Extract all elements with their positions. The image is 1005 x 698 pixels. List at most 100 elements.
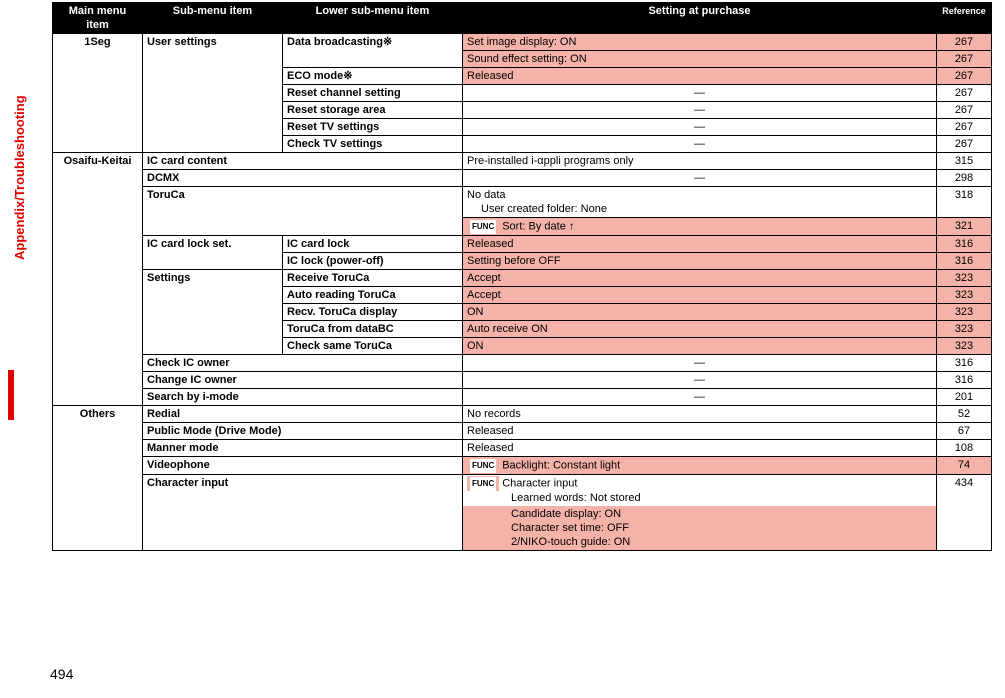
table-row: Settings Receive ToruCa Accept 323 [53, 270, 992, 287]
setting-text: User created folder: None [467, 202, 932, 216]
page-number: 494 [50, 666, 73, 682]
setting-cell: ― [463, 136, 937, 153]
col-main: Main menu item [53, 3, 143, 34]
setting-cell: Set image display: ON [463, 34, 937, 51]
setting-text: Character input [502, 477, 577, 489]
func-badge: FUNC [467, 476, 499, 491]
ref-cell: 316 [937, 355, 992, 372]
col-reference: Reference [937, 3, 992, 34]
ref-cell: 434 [937, 475, 992, 551]
setting-cell: Pre-installed i-αppli programs only [463, 153, 937, 170]
setting-text: Backlight: Constant light [502, 459, 620, 471]
table-row: Change IC owner ― 316 [53, 372, 992, 389]
table-row: 1Seg User settings Data broadcasting※ Se… [53, 34, 992, 51]
setting-cell: ON [463, 304, 937, 321]
setting-cell: Released [463, 423, 937, 440]
setting-text: Character set time: OFF [467, 521, 932, 535]
main-others: Others [53, 406, 143, 551]
sub-ic-card-lock-set: IC card lock set. [143, 236, 283, 270]
side-accent-block [8, 370, 14, 420]
lower-check-same: Check same ToruCa [283, 338, 463, 355]
side-section-label: Appendix/Troubleshooting [12, 95, 27, 260]
sub-videophone: Videophone [143, 457, 463, 475]
func-badge-label: FUNC [470, 477, 496, 491]
table-row: Osaifu-Keitai IC card content Pre-instal… [53, 153, 992, 170]
setting-cell: ― [463, 389, 937, 406]
sub-redial: Redial [143, 406, 463, 423]
lower-eco-mode: ECO mode※ [283, 68, 463, 85]
ref-cell: 323 [937, 287, 992, 304]
lower-data-broadcasting: Data broadcasting※ [283, 34, 463, 68]
sub-ic-card-content: IC card content [143, 153, 463, 170]
col-setting: Setting at purchase [463, 3, 937, 34]
lower-toruca-databc: ToruCa from dataBC [283, 321, 463, 338]
table-row: Manner mode Released 108 [53, 440, 992, 457]
ref-cell: 267 [937, 34, 992, 51]
setting-text: Sort: By date ↑ [502, 220, 574, 232]
func-badge-label: FUNC [470, 459, 496, 473]
lower-receive-toruca: Receive ToruCa [283, 270, 463, 287]
lower-reset-tv: Reset TV settings [283, 119, 463, 136]
setting-cell: Accept [463, 270, 937, 287]
func-badge: FUNC [467, 458, 499, 473]
ref-cell: 108 [937, 440, 992, 457]
lower-auto-reading: Auto reading ToruCa [283, 287, 463, 304]
setting-text: No data [467, 189, 506, 201]
ref-cell: 267 [937, 85, 992, 102]
table-header-row: Main menu item Sub-menu item Lower sub-m… [53, 3, 992, 34]
sub-check-ic-owner: Check IC owner [143, 355, 463, 372]
ref-cell: 267 [937, 102, 992, 119]
main-1seg: 1Seg [53, 34, 143, 153]
lower-ic-card-lock: IC card lock [283, 236, 463, 253]
setting-cell: FUNC Character input Learned words: Not s… [463, 475, 937, 551]
ref-cell: 52 [937, 406, 992, 423]
setting-cell: Auto receive ON [463, 321, 937, 338]
setting-cell: ON [463, 338, 937, 355]
lower-check-tv: Check TV settings [283, 136, 463, 153]
setting-text: Learned words: Not stored [467, 491, 932, 505]
setting-cell: Released [463, 236, 937, 253]
setting-cell: FUNC Backlight: Constant light [463, 457, 937, 475]
ref-cell: 316 [937, 236, 992, 253]
ref-cell: 298 [937, 170, 992, 187]
func-badge: FUNC [467, 219, 499, 234]
setting-cell: Released [463, 440, 937, 457]
table-row: Check IC owner ― 316 [53, 355, 992, 372]
sub-settings: Settings [143, 270, 283, 355]
table-row: Videophone FUNC Backlight: Constant light… [53, 457, 992, 475]
ref-cell: 315 [937, 153, 992, 170]
ref-cell: 267 [937, 136, 992, 153]
setting-cell: ― [463, 170, 937, 187]
sub-user-settings: User settings [143, 34, 283, 153]
main-osaifu: Osaifu-Keitai [53, 153, 143, 406]
setting-cell: Setting before OFF [463, 253, 937, 270]
setting-cell: ― [463, 355, 937, 372]
lower-reset-channel: Reset channel setting [283, 85, 463, 102]
setting-cell: ― [463, 102, 937, 119]
sub-toruca: ToruCa [143, 187, 463, 236]
table-row: ToruCa No data User created folder: None… [53, 187, 992, 218]
setting-cell: No data User created folder: None [463, 187, 937, 218]
ref-cell: 323 [937, 321, 992, 338]
table-row: Public Mode (Drive Mode) Released 67 [53, 423, 992, 440]
setting-cell: FUNCSort: By date ↑ [463, 218, 937, 236]
sub-character-input: Character input [143, 475, 463, 551]
table-row: DCMX ― 298 [53, 170, 992, 187]
setting-cell: Sound effect setting: ON [463, 51, 937, 68]
setting-cell: Released [463, 68, 937, 85]
ref-cell: 267 [937, 119, 992, 136]
ref-cell: 201 [937, 389, 992, 406]
ref-cell: 74 [937, 457, 992, 475]
ref-cell: 323 [937, 304, 992, 321]
table-row: Search by i-mode ― 201 [53, 389, 992, 406]
setting-text: 2/NIKO-touch guide: ON [467, 535, 932, 549]
ref-cell: 323 [937, 270, 992, 287]
setting-cell: Accept [463, 287, 937, 304]
setting-cell: ― [463, 85, 937, 102]
settings-table: Main menu item Sub-menu item Lower sub-m… [52, 2, 992, 551]
table-row: Others Redial No records 52 [53, 406, 992, 423]
col-sub: Sub-menu item [143, 3, 283, 34]
lower-reset-storage: Reset storage area [283, 102, 463, 119]
setting-cell: No records [463, 406, 937, 423]
ref-cell: 267 [937, 68, 992, 85]
